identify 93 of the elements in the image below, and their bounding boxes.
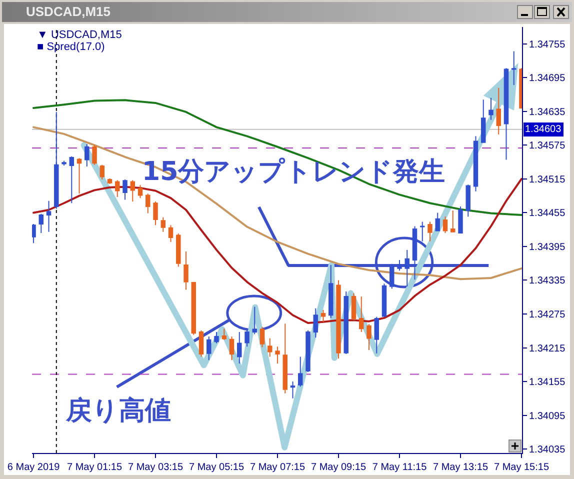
candlestick [458,206,463,234]
candlestick [214,332,219,344]
candlestick [512,50,516,86]
candlestick [466,184,470,218]
candlestick [184,251,188,290]
candlestick [222,328,226,340]
y-tick-label: 1.34695 [529,73,566,84]
candlestick [168,224,174,242]
candlestick [92,144,97,166]
y-tick-label: 1.34215 [529,343,566,354]
candlestick [313,308,318,338]
line-series [32,99,522,216]
candlestick [328,264,334,318]
candlestick [366,324,372,351]
candlestick [198,330,204,358]
y-tick-label: 1.34635 [529,106,566,118]
candlestick [344,290,348,354]
x-tick-label: 7 May 09:15 [310,462,366,473]
candlestick [435,212,440,232]
y-tick-label: 1.34755 [529,39,566,50]
candlestick [290,381,296,399]
y-tick-label: 1.34275 [529,310,566,320]
chart-title: USDCAD,M15 [26,4,111,19]
annotation: ▼ USDCAD,M15 [37,29,122,41]
candlestick [359,296,364,333]
x-tick-label: 7 May 07:15 [250,462,306,473]
x-tick-label: 7 May 05:15 [188,462,244,473]
candlestick [153,200,158,226]
candlestick [412,226,418,280]
candlestick [138,184,143,199]
candlestick [84,144,90,168]
candlestick [450,210,456,233]
candlestick [336,280,341,359]
candlestick [146,193,150,214]
candlestick [442,216,448,234]
x-tick-label: 7 May 01:15 [66,462,122,473]
candlestick [496,87,501,135]
candlestick [32,223,36,244]
x-tick-label: 7 May 13:15 [432,462,488,473]
candlestick [397,259,402,272]
x-tick-label: 7 May 15:15 [494,462,550,473]
y-tick-label: 1.34155 [529,377,566,388]
candlestick [69,156,74,204]
candlestick [390,263,394,290]
y-tick-label: 1.34515 [529,174,566,186]
candlestick [191,281,196,336]
candlestick [62,160,66,166]
x-tick-label: 6 May 2019 [7,462,60,473]
candlestick [76,158,82,194]
y-tick-label: 1.34395 [529,242,566,253]
candlestick [282,323,288,394]
candlestick [404,249,410,287]
x-tick-label: 7 May 11:15 [372,462,428,473]
candlestick [428,221,432,242]
candlestick [420,221,425,242]
candlestick [107,178,112,185]
candlestick [351,292,356,321]
candlestick [275,346,280,364]
line-series [32,126,522,280]
candlestick [320,310,326,322]
candlestick [237,332,242,364]
y-tick-label: 1.34575 [529,140,566,152]
candlestick [488,97,494,120]
candlestick [260,326,265,348]
candlestick [374,316,379,354]
candlestick [268,338,272,358]
candlestick [46,200,52,232]
candlestick [122,179,128,200]
candlestick [306,330,310,372]
candlestick [229,336,234,361]
candlestick [115,180,120,198]
candlestick [473,136,478,192]
candlestick [54,111,59,210]
candlestick [206,336,212,361]
candlestick [38,213,44,234]
candlestick [244,328,250,348]
candlestick [481,99,486,144]
candlestick [382,283,387,318]
candlestick [160,216,166,232]
y-tick-label: 1.34455 [529,208,566,220]
candlestick [252,306,257,335]
candlestick [176,233,181,268]
ref-line-label: 1.34603 [525,124,562,135]
annotation: ■ Spred(17.0) [37,41,105,53]
candlestick [298,356,303,388]
y-tick-label: 1.34095 [529,410,566,422]
candlestick [100,164,105,180]
y-tick-label: 1.34335 [529,276,566,287]
y-tick-label: 1.34035 [529,444,566,456]
candlestick [504,68,509,160]
x-tick-label: 7 May 03:15 [128,462,184,473]
annotation: 戻り高値 [65,396,171,426]
candlestick [130,180,136,202]
